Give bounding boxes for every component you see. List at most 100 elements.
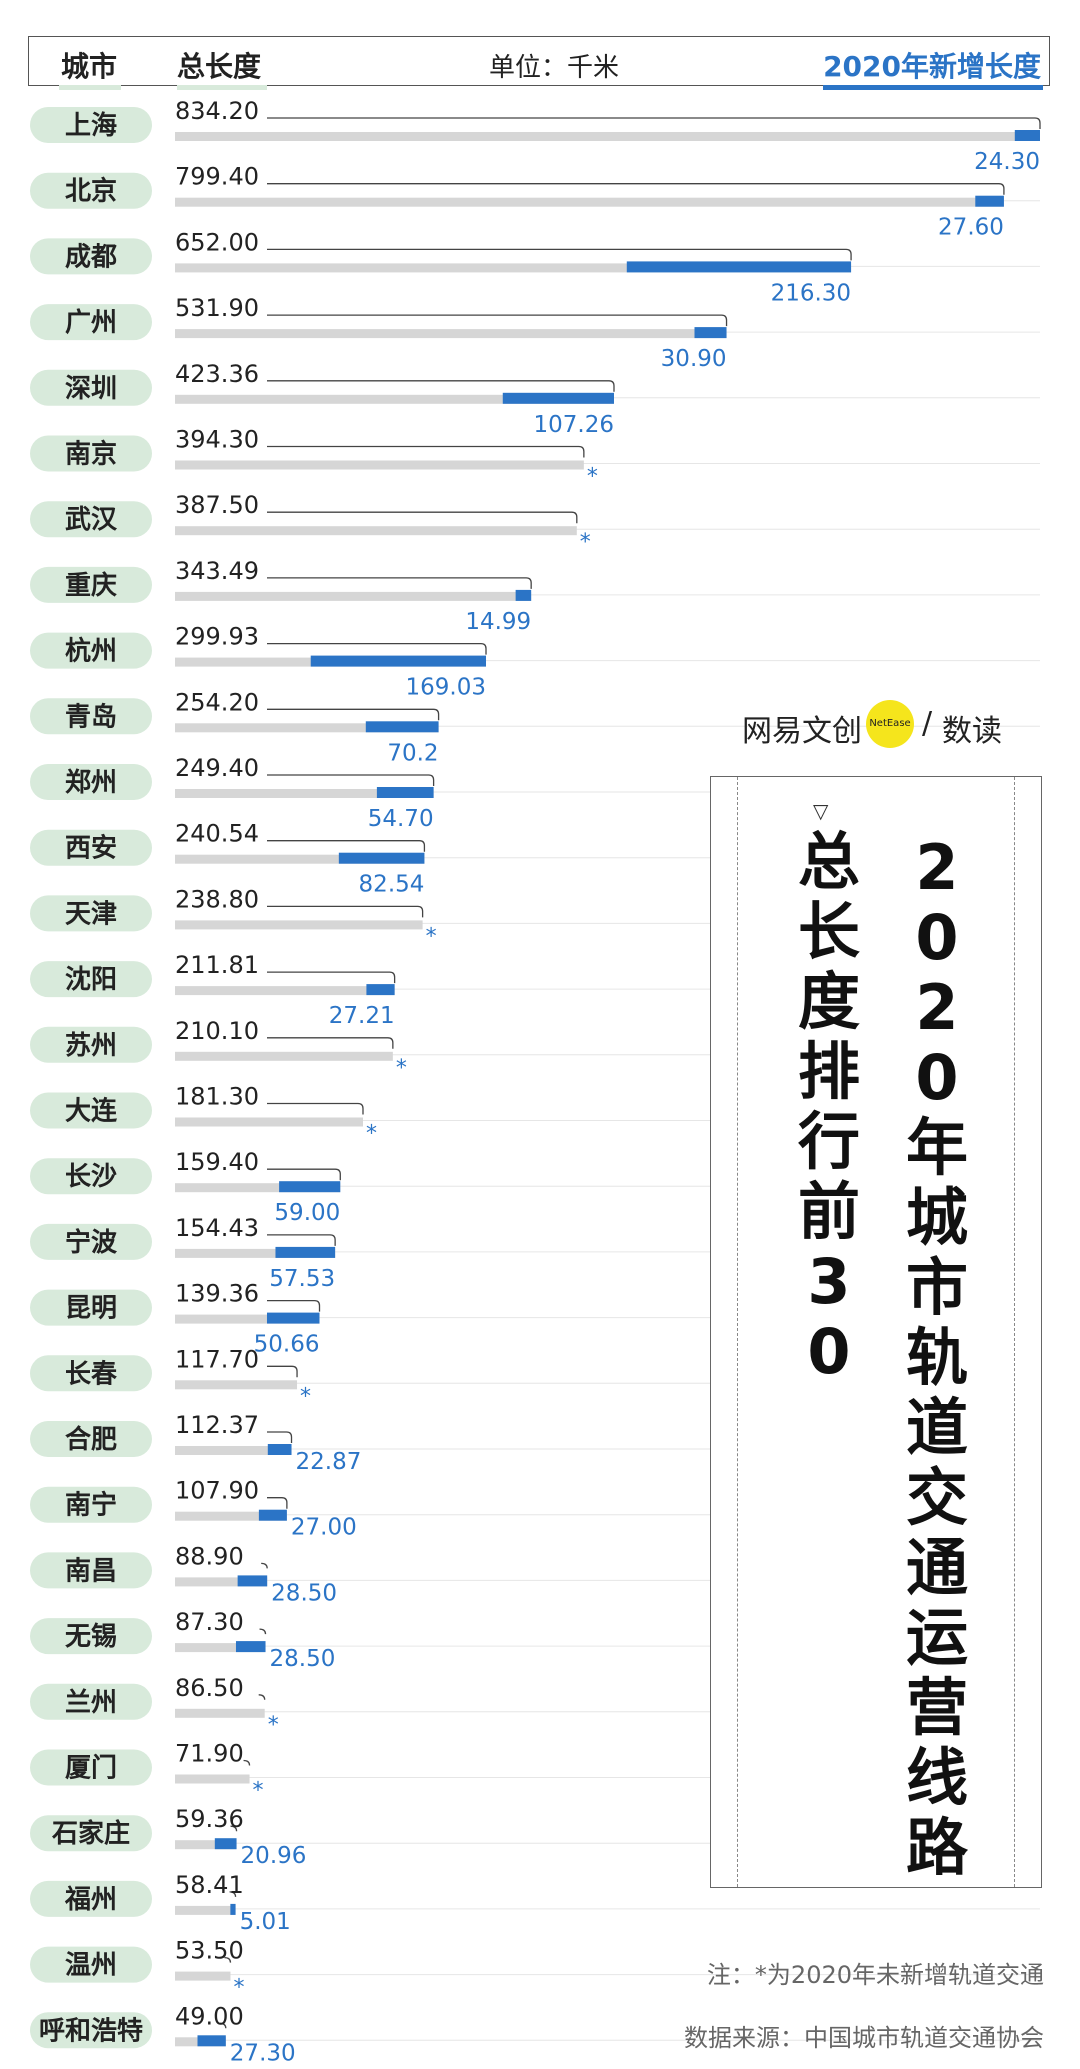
new-bar	[275, 1246, 336, 1258]
total-value-label: 159.40	[175, 1148, 259, 1176]
total-bar	[175, 394, 614, 404]
bracket-line	[267, 840, 426, 852]
title-line-2-char: 营	[905, 1671, 968, 1744]
bracket-line	[258, 1694, 266, 1700]
title-line-2-char: 通	[905, 1531, 968, 1604]
bracket-line	[259, 1628, 267, 1635]
bracket-line	[267, 511, 578, 524]
new-bar	[365, 721, 439, 733]
new-bar	[237, 1575, 268, 1587]
data-source: 数据来源：中国城市轨道交通协会	[684, 2024, 1044, 2052]
city-pill	[30, 829, 152, 866]
total-value-label: 154.43	[175, 1214, 259, 1242]
city-label: 重庆	[65, 570, 117, 601]
bracket-line	[267, 1299, 321, 1312]
brand-netease-dot: NetEase	[866, 700, 914, 748]
city-label: 合肥	[65, 1424, 117, 1455]
total-value-label: 343.49	[175, 557, 259, 585]
city-pill	[30, 1486, 152, 1523]
city-label: 郑州	[65, 768, 117, 798]
total-value-label: 88.90	[175, 1542, 244, 1570]
new-value-label: 27.30	[230, 2040, 296, 2066]
title-line-2-char: 2	[915, 831, 959, 904]
total-value-label: 299.93	[175, 623, 259, 651]
total-bar	[175, 1643, 266, 1653]
total-bar	[175, 1774, 250, 1784]
city-label: 北京	[65, 176, 117, 207]
bracket-line	[261, 1562, 268, 1569]
total-value-label: 49.00	[175, 2002, 244, 2030]
new-bar	[376, 787, 434, 798]
total-value-label: 211.81	[175, 951, 259, 979]
bracket-line	[267, 577, 532, 589]
bracket-line	[267, 380, 615, 392]
header-unit-label: 单位：千米	[489, 53, 620, 83]
city-label: 杭州	[65, 636, 117, 667]
total-bar	[175, 854, 425, 864]
footnote: 注：*为2020年未新增轨道交通	[706, 1961, 1044, 1989]
total-value-label: 71.90	[175, 1740, 244, 1768]
bracket-line	[229, 1891, 237, 1897]
city-label: 上海	[65, 111, 117, 141]
no-new-asterisk: *	[253, 1779, 264, 1804]
city-pill	[30, 1880, 152, 1917]
new-value-label: 70.2	[387, 740, 438, 766]
city-label: 呼和浩特	[39, 2015, 143, 2046]
total-value-label: 87.30	[175, 1608, 244, 1636]
title-line-2-char: 2	[915, 971, 959, 1044]
title-line-2-char: 交	[905, 1461, 968, 1534]
total-bar	[175, 263, 852, 273]
title-line-2-char: 市	[905, 1251, 968, 1324]
no-new-asterisk: *	[268, 1713, 279, 1738]
total-bar	[175, 329, 727, 339]
new-value-label: 27.21	[329, 1003, 395, 1029]
city-label: 深圳	[65, 374, 117, 404]
no-new-asterisk: *	[580, 530, 591, 555]
total-value-label: 59.36	[175, 1805, 244, 1833]
total-value-label: 394.30	[175, 426, 259, 454]
city-label: 长沙	[65, 1162, 117, 1192]
bracket-line	[267, 905, 424, 918]
title-line-1-char: 长	[797, 895, 860, 968]
city-label: 福州	[64, 1885, 117, 1915]
title-line-1-char: 度	[797, 965, 860, 1038]
city-label: 南京	[65, 439, 117, 470]
city-label: 武汉	[65, 505, 118, 535]
city-label: 昆明	[65, 1294, 117, 1324]
city-label: 长春	[65, 1359, 117, 1389]
city-pill	[30, 895, 152, 932]
title-line-1-char: 总	[797, 825, 860, 898]
title-line-1-char: 前	[797, 1175, 860, 1248]
title-line-2-char: 轨	[905, 1321, 968, 1394]
total-bar	[175, 1183, 341, 1193]
new-bar	[626, 261, 852, 273]
bracket-line	[267, 1037, 394, 1049]
total-bar	[175, 591, 532, 601]
city-pill	[30, 698, 152, 735]
total-value-label: 53.50	[175, 1937, 244, 1965]
total-bar	[175, 1708, 265, 1718]
city-pill	[30, 1683, 152, 1720]
header-new-underline	[823, 85, 1043, 90]
total-bar	[175, 1840, 237, 1850]
bracket-line	[230, 1825, 238, 1832]
total-bar	[175, 1117, 363, 1127]
new-value-label: 27.60	[938, 215, 1004, 241]
brand-read-text: 数读	[942, 714, 1002, 749]
new-value-label: 82.54	[359, 872, 425, 898]
total-bar	[175, 526, 577, 536]
total-value-label: 238.80	[175, 885, 259, 913]
city-label: 厦门	[65, 1754, 117, 1784]
title-line-2-char: 0	[915, 901, 959, 974]
total-bar	[175, 723, 439, 733]
total-bar	[175, 789, 434, 798]
table-header: 城市 总长度 单位：千米 2020年新增长度	[28, 36, 1050, 90]
new-bar	[279, 1181, 341, 1193]
bracket-line	[267, 774, 435, 786]
title-line-1-char: 行	[797, 1105, 860, 1178]
new-value-label: 20.96	[241, 1843, 307, 1869]
city-pill	[30, 107, 152, 143]
bracket-line	[267, 314, 728, 327]
title-box-dash-left	[737, 777, 738, 1887]
